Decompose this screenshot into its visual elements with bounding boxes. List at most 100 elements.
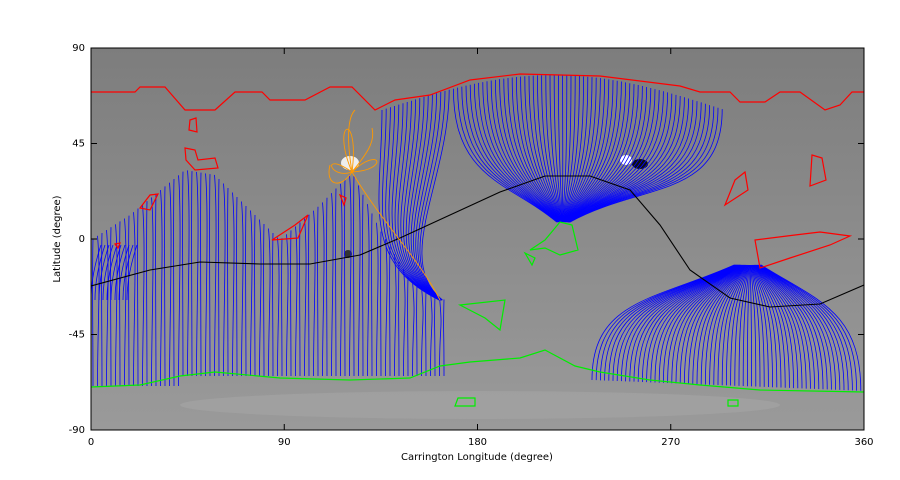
field-line — [561, 75, 564, 223]
field-line — [187, 170, 190, 377]
field-line — [439, 296, 442, 377]
field-line — [569, 109, 723, 223]
field-line — [713, 264, 747, 385]
field-line — [705, 264, 746, 385]
field-line — [394, 103, 441, 301]
field-line — [520, 76, 561, 223]
field-line — [142, 204, 145, 387]
field-line — [717, 264, 748, 386]
field-line — [730, 264, 749, 386]
field-line — [178, 175, 181, 387]
field-line — [760, 264, 857, 391]
field-line — [322, 202, 325, 377]
field-line — [750, 264, 757, 387]
field-line — [566, 91, 664, 223]
field-line — [397, 101, 441, 301]
field-line — [478, 82, 559, 223]
field-line — [545, 75, 562, 223]
field-line — [205, 173, 208, 377]
field-line — [97, 235, 100, 387]
field-line — [408, 96, 442, 301]
polar-field — [180, 391, 780, 419]
field-line — [692, 264, 745, 385]
field-line — [528, 75, 561, 223]
field-line — [568, 101, 698, 223]
field-line — [566, 90, 660, 223]
field-line — [563, 78, 601, 223]
field-line — [126, 244, 138, 301]
field-line — [633, 264, 739, 382]
field-line — [734, 264, 749, 386]
field-line — [757, 264, 824, 390]
field-line — [752, 264, 778, 388]
field-line — [565, 83, 631, 223]
field-line — [486, 81, 559, 223]
field-line — [752, 264, 782, 388]
plot-area — [91, 73, 864, 419]
field-line — [304, 218, 307, 377]
field-line — [738, 264, 750, 386]
field-line — [569, 103, 706, 223]
field-line — [754, 264, 799, 389]
field-line — [564, 82, 626, 223]
field-line — [629, 264, 739, 382]
field-line — [461, 86, 558, 223]
field-line — [358, 185, 361, 377]
field-line — [340, 183, 343, 377]
field-line — [413, 94, 442, 301]
field-line — [122, 244, 134, 301]
field-line — [604, 264, 736, 381]
field-line — [417, 92, 443, 301]
field-line — [600, 264, 736, 381]
field-line — [612, 264, 737, 381]
field-line — [388, 105, 440, 301]
field-line — [564, 80, 614, 223]
field-line — [756, 264, 820, 390]
field-line — [507, 77, 560, 223]
field-line — [490, 80, 559, 223]
field-line — [742, 264, 750, 387]
field-line — [499, 79, 560, 223]
field-line — [511, 77, 560, 223]
field-line — [567, 96, 681, 223]
field-line — [169, 182, 172, 387]
field-line — [755, 264, 811, 389]
field-line — [349, 174, 352, 377]
y-tick-label: 90 — [72, 43, 85, 54]
field-line — [760, 264, 853, 391]
field-line — [250, 210, 253, 377]
field-line — [749, 264, 752, 387]
field-line — [400, 100, 441, 301]
field-line — [569, 106, 715, 223]
field-line — [564, 81, 622, 223]
field-line — [566, 89, 656, 223]
field-line — [405, 98, 442, 301]
y-tick-label: 0 — [79, 234, 85, 245]
field-line — [760, 264, 862, 391]
y-tick-label: -90 — [69, 425, 85, 436]
field-line — [465, 85, 558, 223]
y-axis-label: Latitude (degree) — [52, 195, 63, 282]
field-line — [751, 264, 773, 388]
field-line — [688, 264, 745, 384]
field-line — [482, 82, 559, 223]
field-line — [565, 84, 635, 223]
field-line — [394, 254, 397, 377]
field-line — [562, 75, 580, 223]
field-line — [758, 264, 836, 390]
field-line — [562, 75, 572, 223]
field-line — [757, 264, 828, 390]
x-tick-label: 360 — [854, 437, 873, 448]
field-line — [566, 88, 652, 223]
field-line — [474, 83, 559, 223]
field-line — [98, 244, 110, 301]
field-line — [747, 264, 751, 387]
red-contour — [113, 117, 853, 269]
field-line — [562, 75, 576, 223]
field-line — [696, 264, 746, 385]
field-line — [563, 78, 605, 223]
field-line — [569, 105, 710, 223]
field-line — [421, 286, 424, 377]
field-line — [568, 102, 702, 223]
field-line — [650, 264, 741, 383]
